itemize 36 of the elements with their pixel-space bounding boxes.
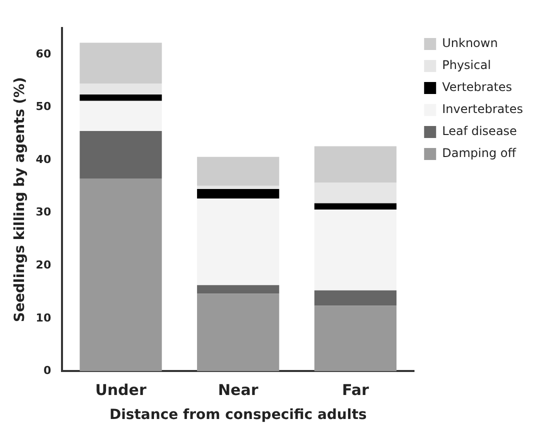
bar [314, 306, 397, 372]
legend-label: Leaf disease [442, 124, 517, 138]
bar [314, 182, 397, 204]
bar [80, 83, 162, 95]
bar [80, 178, 162, 372]
y-tick-label: 60 [36, 47, 52, 60]
bar [314, 210, 397, 290]
y-tick-label: 20 [36, 258, 52, 272]
y-tick-label: 50 [36, 100, 52, 114]
legend-label: Physical [442, 58, 491, 72]
y-tick-label: 0 [43, 364, 52, 378]
y-axis-title: Seedlings killing by agents (%) [12, 77, 28, 322]
bar [80, 94, 162, 101]
bar [314, 146, 397, 183]
x-tick-label: Near [218, 381, 259, 400]
bar [80, 100, 162, 131]
bar [197, 189, 280, 199]
legend-label: Vertebrates [442, 80, 512, 94]
y-tick-label: 30 [36, 206, 52, 219]
bar [80, 42, 162, 84]
x-tick-label: Far [342, 381, 370, 400]
legend-label: Invertebrates [442, 102, 524, 116]
bar [197, 285, 280, 294]
bar [197, 156, 280, 186]
y-tick-label: 40 [36, 152, 52, 166]
x-tick-label: Under [95, 381, 147, 400]
bar [197, 294, 280, 372]
y-tick-label: 10 [36, 311, 52, 324]
bar [197, 198, 280, 286]
bar [197, 186, 280, 190]
legend-label: Damping off [442, 146, 517, 160]
bar [314, 203, 397, 210]
x-axis-title: Distance from conspecific adults [109, 407, 367, 424]
bar [80, 130, 162, 178]
bar [314, 290, 397, 306]
legend-label: Unknown [442, 36, 498, 50]
